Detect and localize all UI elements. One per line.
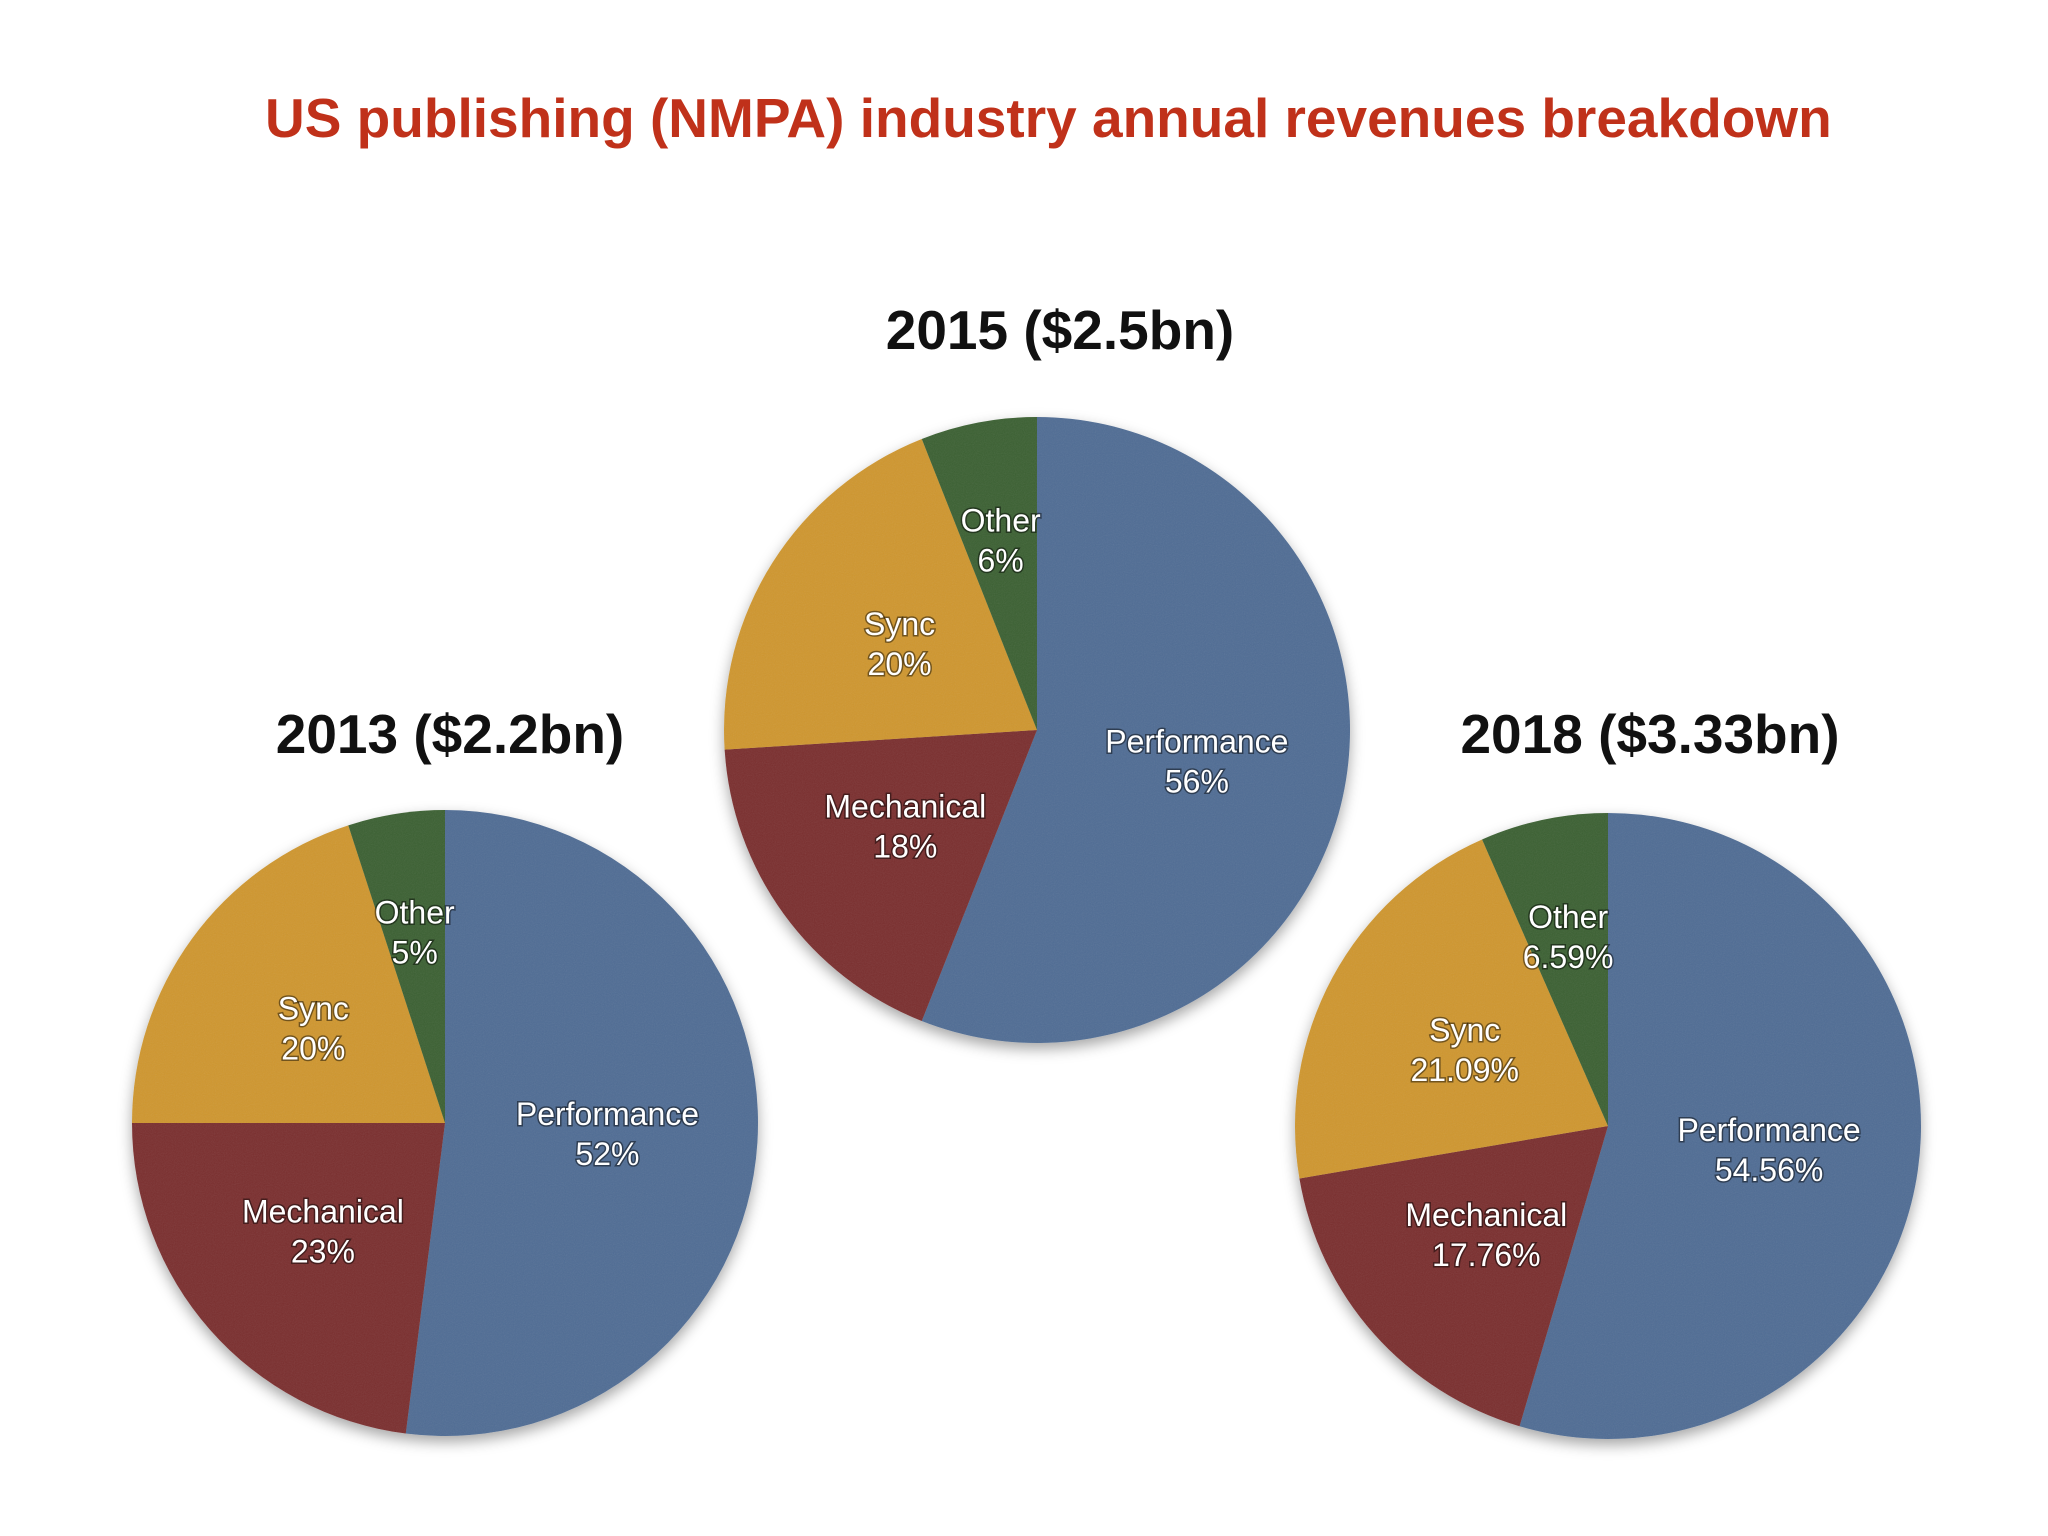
slice-label-other-2018: Other 6.59%	[1523, 899, 1614, 975]
slice-label-performance-2015: Performance 56%	[1105, 723, 1288, 799]
slice-mechanical-2013	[132, 1123, 445, 1434]
slice-label-mechanical-2015: Mechanical 18%	[824, 789, 986, 865]
slice-label-performance-2013: Performance 52%	[516, 1096, 699, 1172]
slice-label-other-2013: Other 5%	[375, 894, 455, 970]
chart-title-2015: 2015 ($2.5bn)	[885, 299, 1235, 361]
main-title: US publishing (NMPA) industry annual rev…	[265, 87, 1832, 149]
chart-title-2018: 2018 ($3.33bn)	[1460, 703, 1840, 765]
slice-label-sync-2018: Sync 21.09%	[1410, 1012, 1519, 1088]
slice-label-performance-2018: Performance 54.56%	[1677, 1112, 1860, 1188]
slice-label-sync-2013: Sync 20%	[278, 990, 349, 1066]
slice-label-sync-2015: Sync 20%	[864, 606, 935, 682]
slice-label-other-2015: Other 6%	[961, 502, 1041, 578]
slice-label-mechanical-2013: Mechanical 23%	[242, 1194, 404, 1270]
slice-label-mechanical-2018: Mechanical 17.76%	[1405, 1197, 1567, 1273]
chart-title-2013: 2013 ($2.2bn)	[275, 703, 625, 765]
